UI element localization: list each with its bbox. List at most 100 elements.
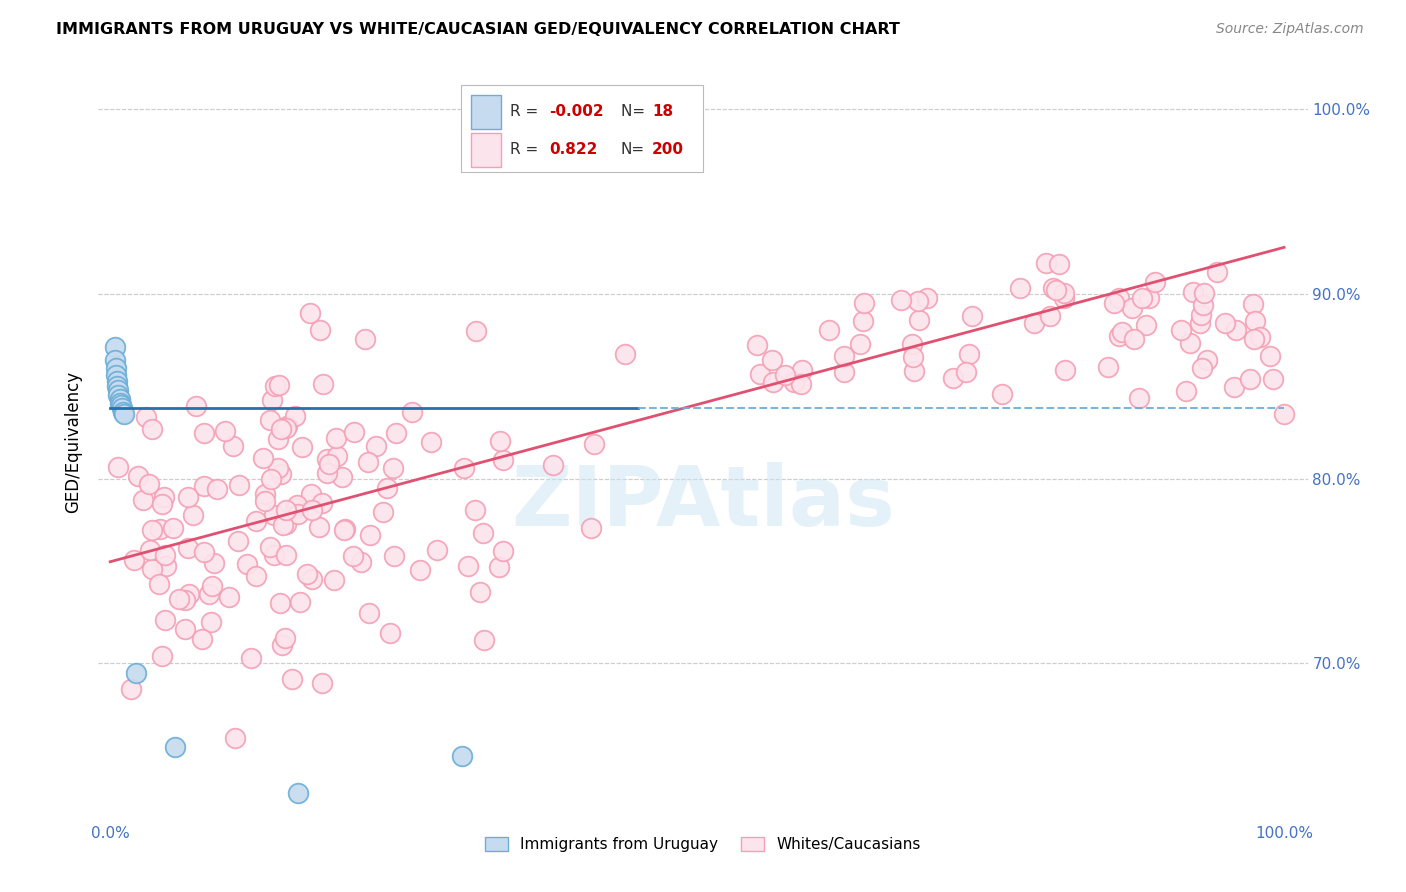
Point bbox=[107, 388, 129, 402]
Point bbox=[318, 457, 340, 471]
Text: 0.822: 0.822 bbox=[550, 142, 598, 157]
Point bbox=[907, 313, 929, 327]
Point bbox=[1024, 316, 1046, 330]
Point bbox=[132, 492, 155, 507]
Point bbox=[1223, 380, 1246, 394]
Point bbox=[224, 731, 246, 745]
Point bbox=[1249, 330, 1271, 344]
Point bbox=[271, 638, 294, 652]
Point bbox=[260, 393, 283, 408]
Point bbox=[962, 309, 984, 323]
Point bbox=[342, 549, 364, 563]
Point bbox=[284, 501, 307, 516]
Point bbox=[252, 450, 274, 465]
Point bbox=[775, 368, 797, 383]
Point bbox=[790, 363, 813, 377]
Point bbox=[240, 650, 263, 665]
Point bbox=[1111, 325, 1133, 339]
Point bbox=[901, 337, 924, 351]
Point bbox=[375, 482, 398, 496]
Point bbox=[184, 399, 207, 413]
Text: N=: N= bbox=[621, 142, 645, 157]
Point bbox=[205, 483, 228, 497]
FancyBboxPatch shape bbox=[471, 133, 501, 167]
Point bbox=[901, 350, 924, 364]
Point bbox=[1137, 291, 1160, 305]
Point bbox=[470, 585, 492, 599]
Point bbox=[1191, 298, 1213, 312]
Point bbox=[122, 553, 145, 567]
Point bbox=[163, 739, 186, 754]
Point bbox=[301, 572, 323, 586]
Point bbox=[1108, 291, 1130, 305]
Point bbox=[138, 476, 160, 491]
Point bbox=[200, 615, 222, 629]
Point bbox=[105, 360, 128, 375]
Text: 18: 18 bbox=[652, 104, 673, 120]
Point bbox=[322, 573, 344, 587]
Point bbox=[333, 524, 356, 538]
Point bbox=[104, 340, 127, 354]
Point bbox=[125, 665, 148, 680]
Point bbox=[492, 543, 515, 558]
Point bbox=[464, 503, 486, 517]
Point bbox=[273, 518, 295, 533]
Point bbox=[193, 479, 215, 493]
Point bbox=[335, 522, 357, 536]
Point bbox=[350, 555, 373, 569]
Point bbox=[107, 459, 129, 474]
Point bbox=[236, 557, 259, 571]
Point bbox=[1053, 292, 1076, 306]
Y-axis label: GED/Equivalency: GED/Equivalency bbox=[65, 370, 83, 513]
Point bbox=[907, 294, 929, 309]
Point bbox=[818, 323, 841, 337]
Point bbox=[253, 487, 276, 501]
Point bbox=[1175, 384, 1198, 399]
Point bbox=[955, 365, 977, 379]
Point bbox=[1008, 281, 1031, 295]
Point bbox=[148, 577, 170, 591]
Point bbox=[1182, 285, 1205, 300]
Point bbox=[267, 460, 290, 475]
Point bbox=[1039, 310, 1062, 324]
Point bbox=[108, 392, 131, 406]
Point bbox=[270, 421, 292, 435]
Point bbox=[105, 368, 128, 382]
Point bbox=[274, 503, 297, 517]
Point bbox=[295, 567, 318, 582]
Point bbox=[228, 478, 250, 492]
Point bbox=[1135, 318, 1157, 332]
Point bbox=[276, 419, 298, 434]
Point bbox=[789, 376, 811, 391]
Point bbox=[325, 431, 347, 445]
Point bbox=[193, 426, 215, 441]
Point bbox=[1272, 407, 1295, 421]
Point bbox=[1128, 391, 1150, 405]
Point bbox=[409, 563, 432, 577]
Point bbox=[270, 467, 292, 481]
Point bbox=[357, 455, 380, 469]
Point bbox=[202, 557, 225, 571]
Point bbox=[1035, 256, 1057, 270]
Point bbox=[105, 374, 128, 388]
Point bbox=[380, 626, 402, 640]
Point bbox=[453, 461, 475, 475]
Point bbox=[263, 508, 285, 523]
Point bbox=[111, 401, 134, 416]
Point bbox=[107, 383, 129, 397]
Point bbox=[274, 516, 297, 531]
Point bbox=[259, 413, 281, 427]
Point bbox=[326, 449, 349, 463]
Point bbox=[1189, 316, 1212, 330]
Point bbox=[201, 579, 224, 593]
Point bbox=[1243, 333, 1265, 347]
Point bbox=[254, 494, 277, 508]
Point bbox=[1225, 323, 1247, 337]
Point bbox=[153, 549, 176, 563]
Point bbox=[1239, 372, 1261, 386]
Point bbox=[472, 526, 495, 541]
Point bbox=[745, 338, 768, 352]
Point bbox=[181, 508, 204, 523]
Point bbox=[259, 472, 281, 486]
Point bbox=[150, 648, 173, 663]
